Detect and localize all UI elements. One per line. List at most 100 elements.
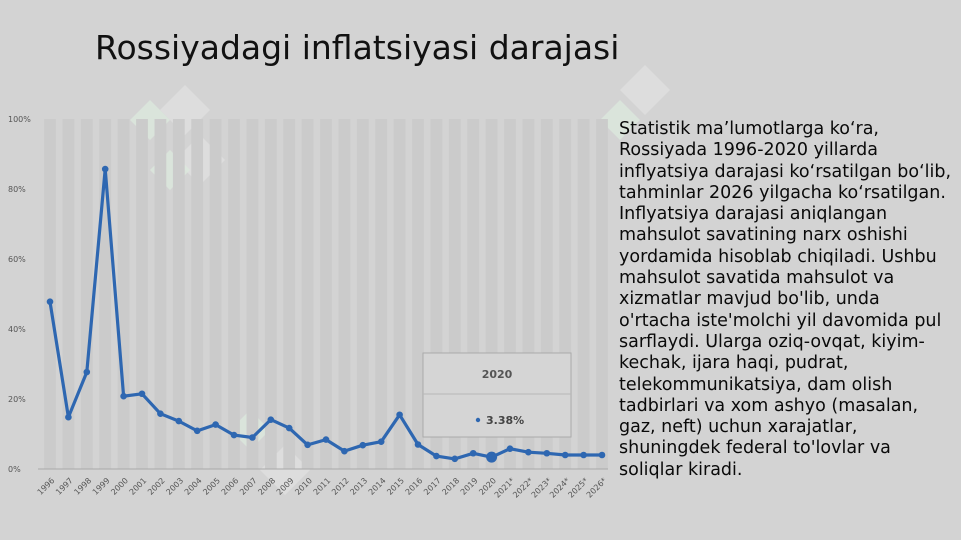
x-tick-label: 2017 bbox=[422, 476, 443, 497]
x-tick-label: 2007 bbox=[238, 476, 259, 497]
x-tick-label: 1999 bbox=[91, 476, 112, 497]
description-text: Statistik ma’lumotlarga ko‘ra, Rossiyada… bbox=[619, 119, 952, 480]
data-point[interactable] bbox=[322, 436, 330, 443]
data-point[interactable] bbox=[580, 451, 587, 459]
data-point[interactable] bbox=[359, 441, 367, 449]
column-band bbox=[154, 119, 167, 469]
data-point[interactable] bbox=[341, 447, 348, 455]
data-point[interactable] bbox=[83, 368, 91, 376]
x-tick-label: 2008 bbox=[256, 476, 277, 497]
data-point[interactable] bbox=[506, 445, 514, 453]
data-point[interactable] bbox=[65, 413, 72, 421]
x-tick-label: 1997 bbox=[54, 476, 75, 497]
data-point[interactable] bbox=[175, 417, 183, 425]
x-tick-label: 2006 bbox=[220, 476, 241, 497]
column-band bbox=[375, 119, 388, 469]
column-band bbox=[412, 119, 424, 469]
x-tick-label: 2013 bbox=[348, 476, 369, 497]
column-band bbox=[522, 119, 535, 469]
column-band bbox=[448, 119, 461, 469]
column-band bbox=[301, 119, 314, 469]
data-point[interactable] bbox=[414, 441, 422, 448]
data-point[interactable] bbox=[543, 449, 551, 457]
column-band bbox=[117, 119, 130, 469]
y-axis: 0% 20% 40% 60% 80% 100% bbox=[8, 115, 31, 474]
y-tick-label: 40% bbox=[8, 325, 26, 334]
x-tick-label: 2005 bbox=[201, 476, 222, 497]
x-tick-label: 2004 bbox=[183, 476, 204, 497]
x-tick-label: 1998 bbox=[72, 476, 93, 497]
data-point[interactable] bbox=[212, 421, 219, 428]
data-point[interactable] bbox=[267, 416, 275, 423]
column-band bbox=[540, 119, 553, 469]
data-point[interactable] bbox=[120, 392, 127, 400]
column-band bbox=[99, 119, 112, 469]
data-point[interactable] bbox=[561, 451, 569, 459]
tooltip-year: 2020 bbox=[482, 368, 513, 381]
data-point-highlighted[interactable] bbox=[486, 451, 498, 463]
column-band bbox=[320, 119, 332, 469]
slide-title: Rossiyadagi inflatsiyasi darajasi bbox=[95, 28, 620, 67]
column-band bbox=[504, 119, 516, 469]
data-point[interactable] bbox=[525, 448, 532, 456]
x-tick-label: 2011 bbox=[312, 476, 333, 497]
data-point[interactable] bbox=[157, 410, 164, 418]
data-point[interactable] bbox=[230, 431, 238, 439]
y-tick-label: 60% bbox=[8, 255, 26, 264]
data-point[interactable] bbox=[433, 452, 440, 460]
x-tick-label: 2001 bbox=[128, 476, 149, 497]
y-tick-label: 80% bbox=[8, 185, 26, 194]
y-tick-label: 20% bbox=[8, 395, 26, 404]
data-point[interactable] bbox=[46, 298, 54, 305]
tooltip-value: 3.38% bbox=[486, 414, 524, 427]
data-point[interactable] bbox=[451, 455, 459, 463]
x-tick-label: 2018 bbox=[440, 476, 461, 497]
x-tick-label: 2014 bbox=[367, 476, 388, 497]
column-band bbox=[485, 119, 498, 469]
inflation-line-chart: 0%20%40%60%80%100% 199619971998199920002… bbox=[8, 115, 609, 500]
column-band bbox=[209, 119, 222, 469]
column-band bbox=[467, 119, 480, 469]
data-point[interactable] bbox=[598, 451, 606, 459]
y-tick-label: 0% bbox=[8, 465, 21, 474]
column-band bbox=[356, 119, 369, 469]
column-band bbox=[246, 119, 259, 469]
x-tick-label: 2009 bbox=[275, 476, 296, 497]
column-band bbox=[172, 119, 185, 469]
column-band bbox=[228, 119, 240, 469]
x-tick-label: 2010 bbox=[293, 476, 314, 497]
y-tick-label: 100% bbox=[8, 115, 31, 124]
x-tick-label: 2000 bbox=[109, 476, 130, 497]
column-band bbox=[264, 119, 277, 469]
x-tick-label: 2012 bbox=[330, 476, 351, 497]
column-band bbox=[136, 119, 148, 469]
data-point[interactable] bbox=[377, 438, 385, 446]
column-band bbox=[283, 119, 296, 469]
column-band bbox=[44, 119, 56, 469]
data-point[interactable] bbox=[193, 427, 201, 435]
series-points bbox=[46, 165, 606, 463]
column-band bbox=[80, 119, 93, 469]
column-band bbox=[559, 119, 572, 469]
column-bands bbox=[44, 119, 608, 469]
x-tick-label: 2003 bbox=[164, 476, 185, 497]
column-band bbox=[191, 119, 204, 469]
column-band bbox=[338, 119, 351, 469]
x-tick-label: 2019 bbox=[459, 476, 480, 497]
data-point[interactable] bbox=[469, 449, 477, 457]
data-point[interactable] bbox=[285, 424, 293, 432]
data-point[interactable] bbox=[101, 165, 109, 173]
data-point[interactable] bbox=[304, 441, 311, 449]
data-point[interactable] bbox=[138, 390, 146, 398]
tooltip-2020: 2020 3.38% bbox=[422, 352, 572, 438]
data-point[interactable] bbox=[249, 434, 256, 441]
column-band bbox=[62, 119, 75, 469]
x-tick-label: 1996 bbox=[36, 476, 57, 497]
data-point[interactable] bbox=[396, 411, 403, 419]
tooltip-box bbox=[422, 352, 572, 438]
x-tick-label: 2015 bbox=[385, 476, 406, 497]
tooltip-series-dot bbox=[475, 417, 481, 423]
x-tick-label: 2016 bbox=[404, 476, 425, 497]
x-axis: 1996199719981999200020012002200320042005… bbox=[36, 476, 609, 500]
column-band bbox=[430, 119, 443, 469]
